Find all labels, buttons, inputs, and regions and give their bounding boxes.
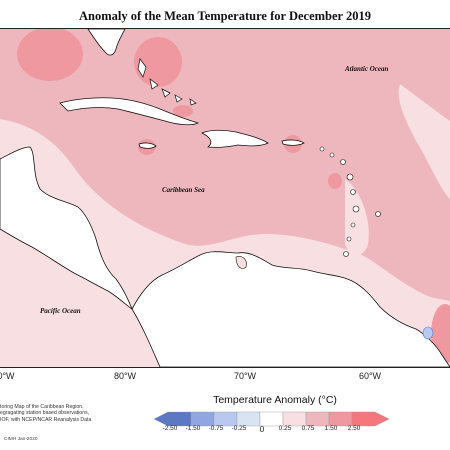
credit-date: CIMH Jan-2020 (4, 437, 38, 442)
legend-title: Temperature Anomaly (°C) (213, 394, 337, 406)
legend-label-7: 1.50 (324, 425, 338, 432)
tick-70w: 70°W (233, 371, 257, 381)
credit-text: toring Map of the Caribbean Region. egra… (0, 404, 92, 423)
land-bahamas (137, 58, 197, 106)
legend-label-0: -2.50 (162, 425, 178, 432)
land-puerto-rico (281, 139, 305, 146)
anomaly-hot-lesser (328, 173, 342, 189)
legend-colorbar (154, 411, 390, 427)
anomaly-hot-gulf (17, 29, 83, 81)
land-jamaica (138, 142, 157, 149)
land-florida (87, 29, 126, 56)
anomaly-field-light-east (345, 179, 369, 256)
anomaly-map: Atlantic Ocean Caribbean Sea Pacific Oce… (0, 28, 450, 368)
legend-label-5: 0.25 (278, 425, 292, 432)
land-hispaniola (201, 129, 269, 148)
legend-label-6: 0.75 (301, 425, 315, 432)
land-central-america (0, 146, 133, 311)
tick-0w: 0°W (0, 371, 15, 381)
anomaly-hot-bahamas (134, 37, 182, 87)
legend-cell-5 (282, 411, 307, 427)
label-atlantic-ocean: Atlantic Ocean (345, 65, 389, 73)
map-title: Anomaly of the Mean Temperature for Dece… (79, 9, 371, 23)
land-lesser-antilles (319, 146, 381, 257)
label-caribbean-sea: Caribbean Sea (162, 186, 205, 194)
label-pacific-ocean: Pacific Ocean (40, 307, 81, 315)
anomaly-hot-cuba (173, 105, 193, 117)
lake-maracaibo (235, 256, 247, 269)
anomaly-cool-guiana (422, 326, 434, 340)
tick-80w: 80°W (113, 371, 137, 381)
land-south-america (131, 251, 450, 367)
legend-cell-0 (154, 411, 192, 427)
legend-label-3: -0.25 (231, 425, 247, 432)
legend-cell-2 (213, 411, 238, 427)
legend-label-4: 0 (259, 425, 265, 434)
land-cuba (59, 97, 200, 126)
legend-cell-3 (236, 411, 261, 427)
legend-cell-4 (259, 411, 284, 427)
legend-cell-6 (305, 411, 330, 427)
legend-label-2: -0.75 (208, 425, 224, 432)
legend-label-1: -1.50 (185, 425, 201, 432)
tick-60w: 60°W (358, 371, 382, 381)
legend-label-8: 2.50 (347, 425, 361, 432)
map-canvas (0, 29, 450, 367)
anomaly-field-light-atlantic (398, 84, 450, 199)
legend-cell-1 (190, 411, 215, 427)
legend-cell-8 (351, 411, 390, 427)
legend-cell-7 (328, 411, 353, 427)
